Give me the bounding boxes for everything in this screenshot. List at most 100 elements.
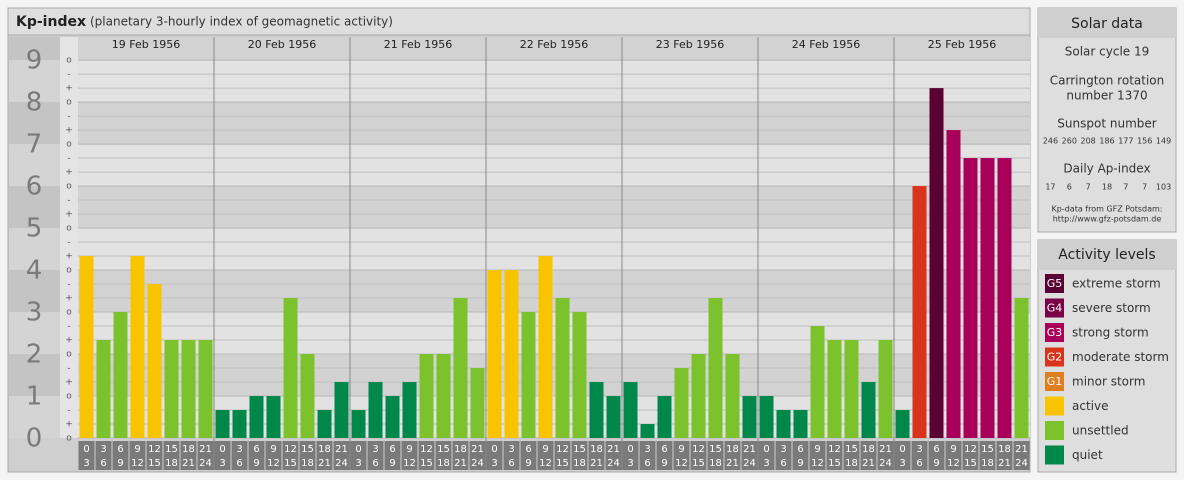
hour-end: 24 (743, 458, 756, 469)
minor-column (60, 37, 78, 438)
hour-end: 15 (828, 458, 841, 469)
hour-start: 9 (134, 444, 140, 455)
solar-title: Solar data (1071, 16, 1143, 32)
bar (640, 424, 655, 438)
legend-code: G5 (1047, 277, 1063, 290)
band (78, 228, 1030, 271)
bar (317, 409, 332, 438)
minor-tick-label: + (65, 336, 73, 346)
hour-box (435, 441, 452, 470)
y-tick-label: 2 (26, 340, 43, 370)
hour-start: 21 (879, 444, 892, 455)
hour-start: 9 (270, 444, 276, 455)
hour-start: 0 (83, 444, 89, 455)
minor-tick-label: o (66, 434, 72, 444)
bar (351, 409, 366, 438)
hour-start: 3 (372, 444, 378, 455)
hour-start: 15 (573, 444, 586, 455)
hour-end: 6 (236, 458, 242, 469)
hour-end: 21 (862, 458, 875, 469)
legend-swatch (1045, 445, 1064, 465)
bar (538, 256, 553, 438)
y-tick-label: 7 (26, 130, 43, 160)
hour-box (214, 441, 231, 470)
hour-start: 15 (301, 444, 314, 455)
hour-box (979, 441, 996, 470)
hour-end: 6 (372, 458, 378, 469)
hour-start: 9 (542, 444, 548, 455)
legend-swatch (1045, 421, 1064, 440)
band (78, 144, 1030, 187)
hour-start: 21 (1015, 444, 1028, 455)
hour-box (367, 441, 384, 470)
hour-box (877, 441, 894, 470)
hour-box (945, 441, 962, 470)
bar (997, 158, 1012, 438)
bar (198, 340, 213, 438)
hour-end: 15 (148, 458, 161, 469)
hour-end: 24 (1015, 458, 1028, 469)
hour-box (248, 441, 265, 470)
hour-start: 0 (627, 444, 633, 455)
hour-box (197, 441, 214, 470)
day-label: 19 Feb 1956 (112, 38, 180, 51)
band (78, 312, 1030, 355)
bar (521, 312, 536, 438)
minor-tick-label: - (67, 154, 70, 164)
bar (759, 396, 774, 438)
band (78, 60, 1030, 103)
hour-start: 21 (199, 444, 212, 455)
day-label: 25 Feb 1956 (928, 38, 996, 51)
legend-code: G3 (1047, 326, 1063, 339)
minor-tick-label: + (65, 420, 73, 430)
hour-box (333, 441, 350, 470)
hour-start: 12 (148, 444, 161, 455)
source: Kp-data from GFZ Potsdam: (1052, 205, 1163, 214)
hour-end: 9 (933, 458, 939, 469)
hour-box (401, 441, 418, 470)
minor-tick-label: o (66, 308, 72, 318)
legend-label: strong storm (1072, 326, 1149, 340)
sunspot-value: 149 (1156, 137, 1171, 146)
legend-label: unsettled (1072, 424, 1129, 438)
hour-start: 9 (678, 444, 684, 455)
hour-start: 3 (916, 444, 922, 455)
minor-tick-label: o (66, 182, 72, 192)
hour-end: 24 (607, 458, 620, 469)
hour-end: 3 (899, 458, 905, 469)
hour-box (520, 441, 537, 470)
legend-code: G2 (1047, 351, 1063, 364)
hour-end: 6 (780, 458, 786, 469)
hour-box (469, 441, 486, 470)
hour-box (112, 441, 129, 470)
hour-box (928, 441, 945, 470)
bar (674, 368, 689, 438)
sunspot-value: 156 (1137, 137, 1152, 146)
hour-end: 12 (403, 458, 416, 469)
bar (980, 158, 995, 438)
y-tick-label: 4 (26, 256, 43, 286)
hour-end: 21 (590, 458, 603, 469)
hour-box (537, 441, 554, 470)
bar (147, 284, 162, 438)
hour-start: 12 (284, 444, 297, 455)
hour-start: 12 (964, 444, 977, 455)
minor-tick-label: + (65, 168, 73, 178)
y-tick-label: 5 (26, 214, 43, 244)
hour-box (180, 441, 197, 470)
bar (1014, 298, 1029, 438)
hour-start: 15 (845, 444, 858, 455)
legend-swatch (1045, 372, 1064, 391)
hour-end: 24 (335, 458, 348, 469)
hour-start: 18 (862, 444, 875, 455)
day-label: 21 Feb 1956 (384, 38, 452, 51)
hour-box (622, 441, 639, 470)
hour-box (95, 441, 112, 470)
bar (79, 256, 94, 438)
minor-tick-label: - (67, 405, 70, 415)
header-bar (7, 7, 1031, 36)
hour-start: 0 (219, 444, 225, 455)
ap-value: 6 (1067, 183, 1072, 192)
hour-start: 18 (590, 444, 603, 455)
hour-box (962, 441, 979, 470)
